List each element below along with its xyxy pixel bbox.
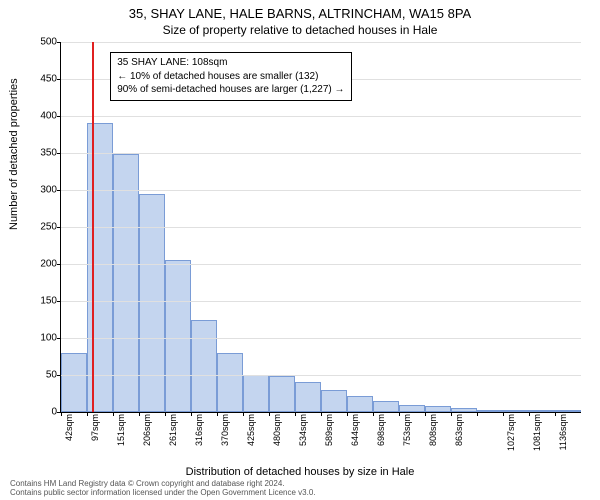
x-tick-label: 589sqm xyxy=(324,414,334,464)
bar xyxy=(451,408,477,412)
y-tick-label: 300 xyxy=(27,185,57,196)
bar xyxy=(425,406,451,412)
x-tick-label: 1136sqm xyxy=(558,414,568,464)
y-tick-label: 50 xyxy=(27,370,57,381)
info-box: 35 SHAY LANE: 108sqm ← 10% of detached h… xyxy=(110,52,351,101)
y-tick-label: 400 xyxy=(27,111,57,122)
x-tick-label: 1027sqm xyxy=(506,414,516,464)
info-line2: ← 10% of detached houses are smaller (13… xyxy=(117,70,344,84)
y-tick-label: 450 xyxy=(27,74,57,85)
x-axis-label: Distribution of detached houses by size … xyxy=(0,466,600,478)
y-tick-label: 200 xyxy=(27,259,57,270)
y-tick-label: 100 xyxy=(27,333,57,344)
bar xyxy=(295,382,321,412)
info-line3: 90% of semi-detached houses are larger (… xyxy=(117,83,344,97)
title-line1: 35, SHAY LANE, HALE BARNS, ALTRINCHAM, W… xyxy=(0,6,600,21)
bar xyxy=(373,401,399,412)
y-tick-label: 350 xyxy=(27,148,57,159)
bar xyxy=(269,376,295,412)
x-tick-label: 808sqm xyxy=(428,414,438,464)
bar xyxy=(529,410,555,412)
x-tick-label: 753sqm xyxy=(402,414,412,464)
x-tick-label: 42sqm xyxy=(64,414,74,464)
title-line2: Size of property relative to detached ho… xyxy=(0,23,600,37)
bar xyxy=(61,353,87,412)
x-tick-label: 370sqm xyxy=(220,414,230,464)
footer: Contains HM Land Registry data © Crown c… xyxy=(10,479,316,498)
x-tick-label: 425sqm xyxy=(246,414,256,464)
x-tick-label: 261sqm xyxy=(168,414,178,464)
x-tick-label: 97sqm xyxy=(90,414,100,464)
x-tick-label: 151sqm xyxy=(116,414,126,464)
x-tick-label: 480sqm xyxy=(272,414,282,464)
chart-container: 35, SHAY LANE, HALE BARNS, ALTRINCHAM, W… xyxy=(0,0,600,500)
bar xyxy=(321,390,347,412)
bar xyxy=(165,260,191,412)
bar xyxy=(399,405,425,412)
y-tick-label: 250 xyxy=(27,222,57,233)
plot-area: 42sqm97sqm151sqm206sqm261sqm316sqm370sqm… xyxy=(60,42,581,413)
x-tick-label: 698sqm xyxy=(376,414,386,464)
bar xyxy=(477,410,503,412)
bar xyxy=(113,154,139,412)
bar xyxy=(243,375,269,412)
x-tick-label: 206sqm xyxy=(142,414,152,464)
bar xyxy=(347,396,373,412)
footer-line1: Contains HM Land Registry data © Crown c… xyxy=(10,479,316,489)
x-tick-label: 644sqm xyxy=(350,414,360,464)
bar xyxy=(503,410,529,412)
bar xyxy=(87,123,113,412)
y-tick-label: 150 xyxy=(27,296,57,307)
y-tick-label: 500 xyxy=(27,37,57,48)
bar xyxy=(555,410,581,412)
x-tick-label: 316sqm xyxy=(194,414,204,464)
bar xyxy=(217,353,243,412)
bar xyxy=(191,320,217,413)
y-axis-label: Number of detached properties xyxy=(8,78,20,230)
info-line1: 35 SHAY LANE: 108sqm xyxy=(117,56,344,70)
y-tick-label: 0 xyxy=(27,407,57,418)
x-tick-label: 1081sqm xyxy=(532,414,542,464)
marker-line xyxy=(92,42,94,412)
x-tick-label: 863sqm xyxy=(454,414,464,464)
x-tick-label: 534sqm xyxy=(298,414,308,464)
footer-line2: Contains public sector information licen… xyxy=(10,488,316,498)
